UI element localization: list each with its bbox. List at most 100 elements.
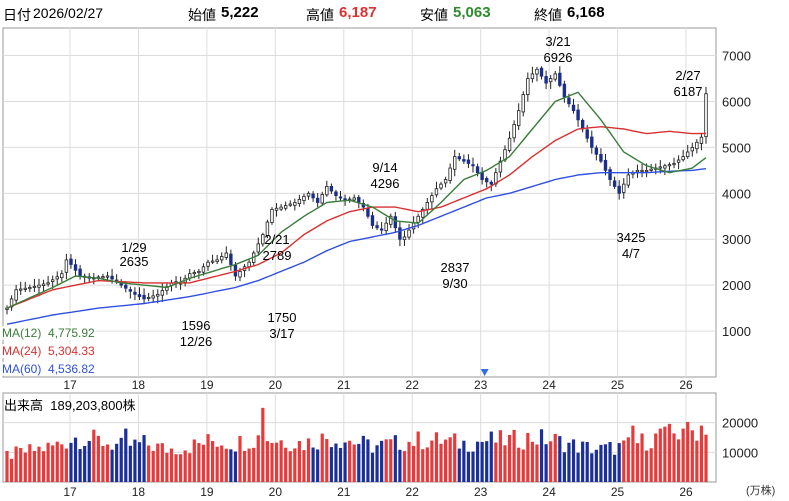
- candle-body: [644, 169, 649, 172]
- candle-body: [539, 67, 544, 77]
- volume-bar: [165, 452, 169, 482]
- volume-bar: [544, 444, 548, 482]
- ma60-line: [6, 168, 707, 325]
- volume-bar: [174, 454, 178, 482]
- candle-body: [548, 78, 553, 83]
- open-value: 5,222: [221, 4, 259, 21]
- candle-body: [425, 202, 430, 210]
- annotation-date-1: 12/26: [180, 334, 213, 349]
- candle-body: [567, 97, 571, 105]
- candle-body: [407, 229, 411, 238]
- price-tick-label-6000: 6000: [722, 94, 751, 109]
- volume-bar: [197, 443, 201, 482]
- candle-body: [485, 178, 489, 183]
- volume-bar: [101, 445, 105, 482]
- annotation-value-3: 1750: [268, 310, 297, 325]
- volume-bar: [384, 439, 388, 482]
- candle-body: [571, 104, 576, 112]
- low-label: 安値: [420, 7, 448, 23]
- candle-body: [699, 136, 704, 144]
- volume-bar: [306, 438, 311, 482]
- close-label: 終値: [534, 7, 562, 23]
- volume-bar: [179, 454, 183, 482]
- candle-body: [480, 172, 484, 180]
- annotation-value-0: 2635: [120, 254, 149, 269]
- candle-body: [338, 196, 343, 199]
- volume-tick-label-10000: 10000: [722, 445, 758, 460]
- volume-bar: [87, 440, 91, 482]
- volume-bar: [553, 433, 557, 482]
- volume-bar: [622, 440, 626, 482]
- ma12-line: [6, 91, 707, 309]
- volume-bar: [316, 449, 320, 482]
- annotation-date-4: 9/14: [372, 160, 397, 175]
- x-tick-label-26: 26: [679, 378, 693, 392]
- candle-body: [521, 94, 525, 113]
- x-tick-label-volume-18: 18: [132, 485, 146, 499]
- annotation-date-0: 1/29: [121, 240, 146, 255]
- candle-body: [302, 195, 306, 202]
- volume-bar: [667, 423, 672, 482]
- candle-body: [617, 185, 621, 194]
- candle-body: [384, 222, 388, 232]
- candle-body: [110, 275, 114, 280]
- volume-bar: [142, 435, 146, 482]
- candle-body: [325, 186, 329, 196]
- x-tick-label-volume-24: 24: [542, 485, 556, 499]
- candle-body: [649, 168, 653, 171]
- candle-body: [580, 119, 585, 130]
- x-tick-label-19: 19: [200, 378, 214, 392]
- candle-body: [489, 181, 493, 185]
- volume-bar: [617, 443, 621, 482]
- volume-bar: [389, 439, 393, 482]
- price-tick-label-1000: 1000: [722, 324, 751, 339]
- volume-bar: [645, 450, 649, 482]
- volume-bar: [539, 429, 544, 482]
- volume-bar: [183, 450, 187, 482]
- volume-bar: [594, 449, 598, 482]
- candle-body: [512, 124, 516, 139]
- volume-bar: [270, 442, 274, 482]
- volume-bar: [686, 421, 690, 482]
- volume-bar: [279, 440, 283, 482]
- annotation-value-4: 4296: [371, 176, 400, 191]
- candle-body: [28, 287, 32, 290]
- volume-bar: [233, 451, 238, 482]
- volume-legend: 出来高 189,203,800株: [4, 398, 136, 413]
- x-tick-label-20: 20: [269, 378, 283, 392]
- candle-body: [672, 163, 676, 166]
- candle-body: [658, 166, 663, 169]
- volume-bar: [46, 442, 50, 482]
- candle-body: [19, 288, 23, 291]
- volume-bar: [23, 452, 27, 482]
- volume-bar: [530, 441, 534, 482]
- volume-bar: [695, 440, 699, 482]
- volume-bar: [352, 444, 356, 482]
- price-tick-label-2000: 2000: [722, 278, 751, 293]
- volume-bar: [631, 425, 635, 482]
- volume-bar: [119, 437, 123, 482]
- candle-body: [50, 279, 55, 282]
- candle-body: [78, 268, 82, 277]
- annotation-value-5: 2837: [441, 260, 470, 275]
- volume-bar: [475, 441, 480, 482]
- candle-body: [5, 307, 9, 310]
- volume-bar: [380, 440, 384, 482]
- volume-bar: [558, 436, 562, 482]
- x-tick-label-volume-21: 21: [337, 485, 351, 499]
- volume-bar: [654, 433, 658, 482]
- date-label: 日付: [3, 7, 31, 23]
- volume-bar: [434, 432, 439, 482]
- candle-body: [357, 196, 361, 203]
- volume-bar: [160, 443, 164, 482]
- x-tick-label-24: 24: [542, 378, 556, 392]
- volume-bar: [448, 437, 452, 482]
- candle-body: [640, 169, 644, 172]
- candle-body: [576, 109, 580, 121]
- volume-bar: [201, 444, 206, 482]
- volume-bar: [549, 441, 553, 482]
- candle-body: [146, 297, 151, 300]
- volume-bar: [430, 440, 434, 482]
- volume-bar: [590, 453, 594, 482]
- volume-bar: [329, 447, 333, 482]
